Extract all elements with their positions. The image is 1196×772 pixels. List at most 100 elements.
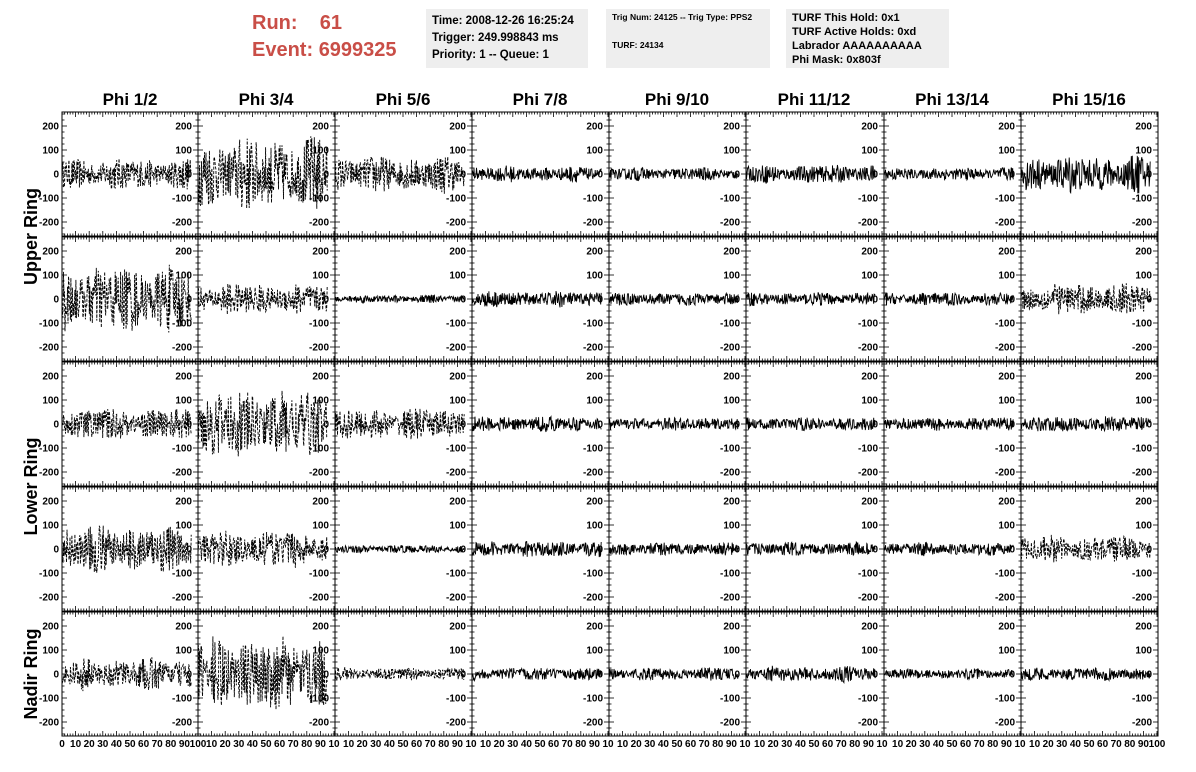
y-tick-label: 100 <box>1135 271 1152 282</box>
y-tick-label: -100 <box>858 194 878 205</box>
waveform-trace <box>334 544 465 554</box>
y-tick-label: 200 <box>723 372 740 383</box>
y-tick-label: 200 <box>449 497 466 508</box>
turf-active-text: TURF Active Holds: 0xd <box>792 26 917 38</box>
y-tick-label: -200 <box>583 218 603 229</box>
turf-text: TURF: 24134 <box>612 40 664 50</box>
turf-hold-text: TURF This Hold: 0x1 <box>792 12 900 24</box>
y-tick-label: -200 <box>446 468 466 479</box>
y-tick-label: 0 <box>53 420 59 431</box>
y-tick-label: 200 <box>42 622 59 633</box>
y-tick-label: 100 <box>861 396 878 407</box>
y-tick-label: -200 <box>39 343 59 354</box>
y-tick-label: -200 <box>1132 218 1152 229</box>
waveform-trace <box>61 525 192 573</box>
waveform-trace <box>608 541 739 557</box>
run-label: Run: <box>252 12 298 34</box>
column-header: Phi 1/2 <box>103 90 158 109</box>
y-tick-label: 200 <box>998 497 1015 508</box>
y-tick-label: 100 <box>312 271 329 282</box>
y-tick-label: -200 <box>172 343 192 354</box>
y-tick-label: 100 <box>723 521 740 532</box>
y-tick-label: 200 <box>998 372 1015 383</box>
y-tick-label: 0 <box>53 545 59 556</box>
y-tick-label: 0 <box>323 295 329 306</box>
y-tick-label: 100 <box>861 521 878 532</box>
y-tick-label: -100 <box>446 319 466 330</box>
y-tick-label: -100 <box>172 319 192 330</box>
y-tick-label: 100 <box>861 146 878 157</box>
y-tick-label: 100 <box>175 646 192 657</box>
y-tick-label: -100 <box>309 194 329 205</box>
y-tick-label: -100 <box>858 319 878 330</box>
y-tick-label: -200 <box>583 343 603 354</box>
y-tick-label: -100 <box>1132 569 1152 580</box>
y-tick-label: 0 <box>872 295 878 306</box>
waveform-trace <box>883 167 1014 182</box>
column-header: Phi 13/14 <box>915 90 989 109</box>
y-tick-label: 0 <box>460 295 466 306</box>
trigger-info-box: Trig Num: 24125 -- Trig Type: PPS2 TURF:… <box>606 9 770 68</box>
y-tick-label: 100 <box>42 646 59 657</box>
event-label: Event: <box>252 39 314 61</box>
y-tick-label: 200 <box>42 247 59 258</box>
waveform-trace <box>1020 416 1151 433</box>
y-tick-label: 100 <box>312 521 329 532</box>
y-tick-label: -100 <box>995 444 1015 455</box>
y-tick-label: 100 <box>312 146 329 157</box>
y-tick-label: 200 <box>1135 497 1152 508</box>
waveform-trace <box>471 165 602 184</box>
waveform-trace <box>883 291 1014 307</box>
y-tick-label: 200 <box>586 497 603 508</box>
trig-num-text: Trig Num: 24125 -- Trig Type: PPS2 <box>612 12 753 22</box>
y-tick-label: 0 <box>53 670 59 681</box>
y-tick-label: 100 <box>42 521 59 532</box>
y-tick-label: -200 <box>858 343 878 354</box>
y-tick-label: -200 <box>309 468 329 479</box>
y-tick-label: -100 <box>172 444 192 455</box>
waveform-trace <box>334 294 465 304</box>
y-tick-label: -100 <box>858 569 878 580</box>
y-tick-label: 200 <box>861 497 878 508</box>
y-tick-label: 200 <box>42 372 59 383</box>
trigger-text: Trigger: 249.998843 ms <box>432 32 559 44</box>
y-tick-label: 0 <box>597 170 603 181</box>
y-tick-label: 100 <box>175 146 192 157</box>
y-tick-label: -100 <box>39 194 59 205</box>
y-tick-label: -100 <box>1132 194 1152 205</box>
waveform-trace <box>334 155 465 194</box>
row-label: Nadir Ring <box>21 628 41 719</box>
y-tick-label: -100 <box>309 444 329 455</box>
y-tick-label: -100 <box>172 694 192 705</box>
y-tick-label: 100 <box>1135 146 1152 157</box>
waveform-trace <box>471 291 602 308</box>
y-tick-label: 200 <box>175 622 192 633</box>
y-tick-label: 0 <box>460 545 466 556</box>
waveform-trace <box>61 158 192 190</box>
run-value: 61 <box>319 12 343 34</box>
y-tick-label: -200 <box>720 218 740 229</box>
y-tick-label: -100 <box>1132 444 1152 455</box>
y-tick-label: 100 <box>586 521 603 532</box>
y-tick-label: -200 <box>858 218 878 229</box>
y-tick-label: -100 <box>172 569 192 580</box>
y-tick-label: 200 <box>312 122 329 133</box>
y-tick-label: 100 <box>998 521 1015 532</box>
y-tick-label: 200 <box>312 247 329 258</box>
y-tick-label: 200 <box>723 497 740 508</box>
y-tick-label: 200 <box>312 497 329 508</box>
y-tick-label: 200 <box>723 247 740 258</box>
y-tick-label: -100 <box>583 194 603 205</box>
y-tick-label: -200 <box>172 218 192 229</box>
waveform-trace <box>745 417 876 432</box>
row-label: Lower Ring <box>21 438 41 536</box>
waveform-trace <box>334 408 465 440</box>
y-tick-label: -200 <box>172 593 192 604</box>
y-tick-label: 200 <box>586 122 603 133</box>
y-tick-label: 100 <box>723 271 740 282</box>
y-tick-label: 100 <box>586 396 603 407</box>
column-header: Phi 5/6 <box>376 90 431 109</box>
y-tick-label: 100 <box>586 146 603 157</box>
y-tick-label: 100 <box>449 271 466 282</box>
